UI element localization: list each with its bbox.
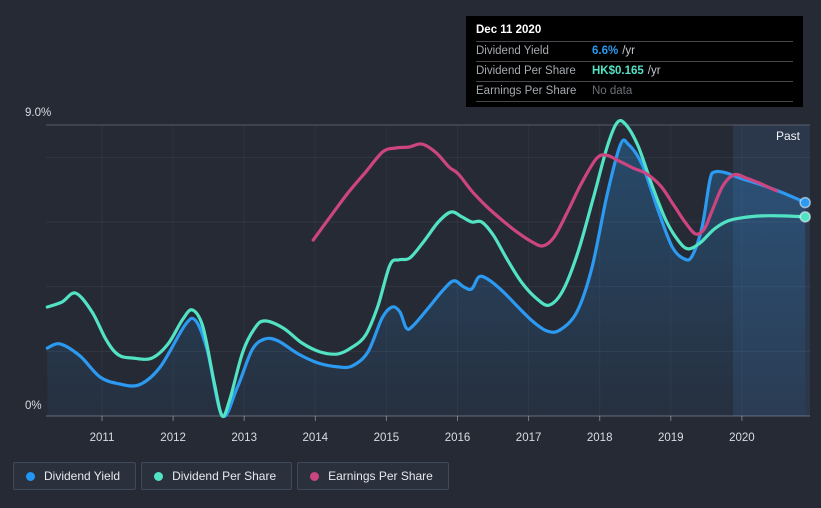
tooltip-row-label: Dividend Per Share bbox=[476, 65, 576, 77]
chart-tooltip: Dec 11 2020 Dividend Yield 6.6%/yr Dividen… bbox=[466, 16, 803, 107]
year-label: 2019 bbox=[658, 432, 684, 444]
legend-item-earnings-per-share[interactable]: Earnings Per Share bbox=[297, 462, 449, 490]
dividend-per-share-dot-icon bbox=[154, 471, 164, 481]
year-label: 2014 bbox=[303, 432, 329, 444]
tooltip-row: Earnings Per Share No data bbox=[476, 81, 793, 102]
dividend-per-share-end-dot bbox=[799, 211, 811, 223]
year-label: 2015 bbox=[374, 432, 400, 444]
year-label: 2018 bbox=[587, 432, 613, 444]
year-label: 2017 bbox=[516, 432, 542, 444]
dividend-yield-area bbox=[47, 139, 806, 417]
chart-legend: Dividend Yield Dividend Per Share Earnings… bbox=[13, 462, 449, 490]
y-axis-top-label: 9.0% bbox=[25, 107, 51, 119]
year-label: 2016 bbox=[445, 432, 471, 444]
series-lines bbox=[45, 119, 807, 419]
legend-item-dividend-yield[interactable]: Dividend Yield bbox=[13, 462, 137, 490]
legend-item-dividend-per-share[interactable]: Dividend Per Share bbox=[141, 462, 293, 490]
earnings-per-share-dot-icon bbox=[310, 471, 320, 481]
year-label: 2012 bbox=[160, 432, 186, 444]
tooltip-row-value: 6.6% bbox=[592, 45, 619, 57]
tooltip-row: Dividend Per Share HK$0.165/yr bbox=[476, 61, 793, 81]
tooltip-rows: Dividend Yield 6.6%/yr Dividend Per Share H… bbox=[476, 41, 793, 102]
year-label: 2011 bbox=[90, 432, 115, 444]
dividend-yield-end-dot bbox=[799, 196, 811, 209]
tooltip-row-suffix: /yr bbox=[622, 45, 635, 57]
legend-item-label: Earnings Per Share bbox=[328, 469, 433, 483]
tooltip-row-value: No data bbox=[592, 85, 633, 97]
year-label: 2020 bbox=[729, 432, 755, 444]
earnings-per-share-line bbox=[311, 142, 779, 248]
area-fill bbox=[47, 139, 806, 417]
axis-lines bbox=[46, 124, 810, 421]
legend-item-label: Dividend Per Share bbox=[172, 469, 277, 483]
axis-labels: 9.0% 0% Past 2011 2012 2013 2014 2015 2016 201… bbox=[25, 107, 801, 444]
y-axis-bottom-label: 0% bbox=[25, 400, 42, 412]
tooltip-row-value: HK$0.165 bbox=[592, 65, 644, 77]
year-label: 2013 bbox=[231, 432, 257, 444]
dividend-yield-dot-icon bbox=[26, 471, 35, 481]
tooltip-row-label: Earnings Per Share bbox=[476, 85, 577, 97]
dividend-per-share-line bbox=[45, 119, 807, 419]
legend-item-label: Dividend Yield bbox=[44, 469, 121, 483]
past-region-label: Past bbox=[776, 129, 801, 143]
tooltip-row-label: Dividend Yield bbox=[476, 45, 549, 57]
tooltip-date: Dec 11 2020 bbox=[476, 24, 542, 36]
endpoint-dots bbox=[799, 196, 811, 223]
tooltip-row-suffix: /yr bbox=[647, 65, 661, 77]
tooltip-row: Dividend Yield 6.6%/yr bbox=[476, 41, 793, 61]
